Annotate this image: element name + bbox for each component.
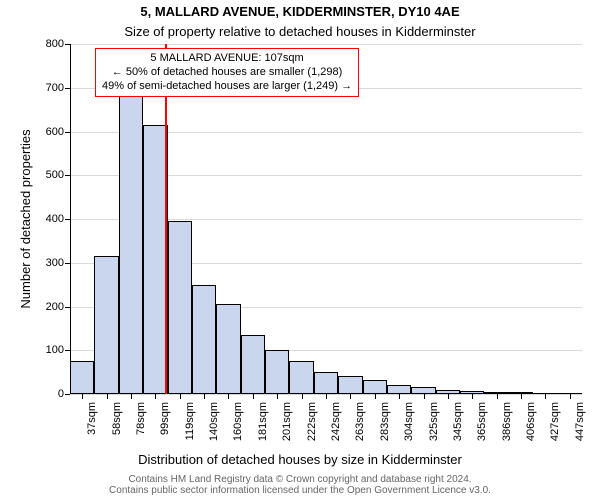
ytick-label: 700 <box>30 82 64 94</box>
histogram-bar <box>338 376 362 394</box>
xtick-label: 78sqm <box>135 402 147 452</box>
xtick-mark <box>350 394 351 399</box>
xtick-label: 427sqm <box>549 402 561 452</box>
xtick-label: 37sqm <box>86 402 98 452</box>
xtick-label: 119sqm <box>184 402 196 452</box>
histogram-bar <box>241 335 265 394</box>
xtick-mark <box>302 394 303 399</box>
y-axis-line <box>70 44 71 394</box>
xtick-mark <box>204 394 205 399</box>
xtick-mark <box>375 394 376 399</box>
histogram-bar <box>192 285 216 394</box>
xtick-label: 406sqm <box>525 402 537 452</box>
annotation-line: 49% of semi-detached houses are larger (… <box>102 80 352 94</box>
xtick-label: 365sqm <box>476 402 488 452</box>
ytick-label: 300 <box>30 257 64 269</box>
xtick-label: 140sqm <box>208 402 220 452</box>
xtick-label: 160sqm <box>232 402 244 452</box>
x-axis-label: Distribution of detached houses by size … <box>0 452 600 467</box>
histogram-bar <box>94 256 118 394</box>
xtick-label: 58sqm <box>111 402 123 452</box>
xtick-label: 386sqm <box>501 402 513 452</box>
xtick-mark <box>131 394 132 399</box>
xtick-label: 325sqm <box>428 402 440 452</box>
xtick-label: 283sqm <box>379 402 391 452</box>
footnote-line: Contains public sector information licen… <box>0 485 600 496</box>
histogram-bar <box>119 88 143 394</box>
chart-container: 5, MALLARD AVENUE, KIDDERMINSTER, DY10 4… <box>0 0 600 500</box>
xtick-mark <box>521 394 522 399</box>
xtick-mark <box>472 394 473 399</box>
xtick-label: 201sqm <box>281 402 293 452</box>
chart-title-line1: 5, MALLARD AVENUE, KIDDERMINSTER, DY10 4… <box>0 4 600 19</box>
xtick-label: 242sqm <box>330 402 342 452</box>
ytick-mark <box>65 394 70 395</box>
annotation-line: ← 50% of detached houses are smaller (1,… <box>102 66 352 80</box>
xtick-label: 447sqm <box>574 402 586 452</box>
xtick-label: 99sqm <box>159 402 171 452</box>
xtick-label: 345sqm <box>452 402 464 452</box>
xtick-label: 304sqm <box>403 402 415 452</box>
xtick-label: 181sqm <box>257 402 269 452</box>
ytick-label: 400 <box>30 213 64 225</box>
xtick-mark <box>107 394 108 399</box>
footnote-line: Contains HM Land Registry data © Crown c… <box>0 474 600 485</box>
chart-title-line2: Size of property relative to detached ho… <box>0 24 600 39</box>
xtick-mark <box>399 394 400 399</box>
histogram-bar <box>314 372 338 394</box>
xtick-mark <box>180 394 181 399</box>
histogram-bar <box>265 350 289 394</box>
histogram-bar <box>363 380 387 394</box>
xtick-mark <box>326 394 327 399</box>
xtick-mark <box>448 394 449 399</box>
histogram-bar <box>143 125 167 394</box>
xtick-mark <box>570 394 571 399</box>
histogram-bar <box>168 221 192 394</box>
annotation-box: 5 MALLARD AVENUE: 107sqm← 50% of detache… <box>95 48 359 97</box>
ytick-label: 500 <box>30 169 64 181</box>
histogram-bar <box>216 304 240 394</box>
xtick-mark <box>545 394 546 399</box>
ytick-label: 800 <box>30 38 64 50</box>
xtick-mark <box>82 394 83 399</box>
xtick-label: 263sqm <box>354 402 366 452</box>
gridline <box>70 44 582 45</box>
footnote: Contains HM Land Registry data © Crown c… <box>0 474 600 496</box>
histogram-bar <box>289 361 313 394</box>
annotation-line: 5 MALLARD AVENUE: 107sqm <box>102 52 352 66</box>
xtick-label: 222sqm <box>306 402 318 452</box>
ytick-label: 0 <box>30 388 64 400</box>
ytick-label: 600 <box>30 126 64 138</box>
xtick-mark <box>497 394 498 399</box>
xtick-mark <box>228 394 229 399</box>
xtick-mark <box>155 394 156 399</box>
ytick-label: 100 <box>30 344 64 356</box>
xtick-mark <box>424 394 425 399</box>
xtick-mark <box>253 394 254 399</box>
xtick-mark <box>277 394 278 399</box>
histogram-bar <box>70 361 94 394</box>
ytick-label: 200 <box>30 301 64 313</box>
